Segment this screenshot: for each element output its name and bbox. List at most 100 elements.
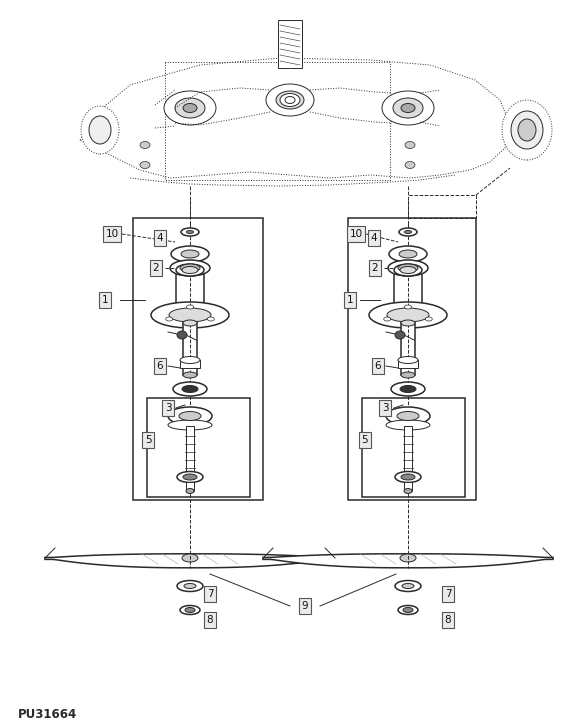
Text: 6: 6 <box>375 361 381 371</box>
Ellipse shape <box>393 98 423 118</box>
Ellipse shape <box>183 372 197 378</box>
Bar <box>176 270 204 315</box>
Ellipse shape <box>186 305 194 309</box>
Ellipse shape <box>502 100 552 160</box>
Bar <box>401 323 415 375</box>
Ellipse shape <box>405 142 415 148</box>
Ellipse shape <box>401 474 415 480</box>
Ellipse shape <box>382 91 434 125</box>
Ellipse shape <box>183 104 197 112</box>
Ellipse shape <box>170 260 210 276</box>
Ellipse shape <box>81 106 119 154</box>
Bar <box>404 426 412 477</box>
Ellipse shape <box>391 382 425 396</box>
Ellipse shape <box>169 308 211 322</box>
Ellipse shape <box>181 228 199 236</box>
Ellipse shape <box>177 331 187 339</box>
Ellipse shape <box>182 554 198 562</box>
Ellipse shape <box>384 317 391 321</box>
Bar <box>398 360 418 368</box>
Ellipse shape <box>173 382 207 396</box>
Text: 4: 4 <box>371 233 377 243</box>
Ellipse shape <box>181 250 199 258</box>
Text: 1: 1 <box>101 295 108 305</box>
Ellipse shape <box>182 266 198 274</box>
Ellipse shape <box>171 246 209 262</box>
Ellipse shape <box>389 246 427 262</box>
Ellipse shape <box>176 264 204 276</box>
Text: 5: 5 <box>362 435 368 445</box>
Bar <box>278 20 302 68</box>
Ellipse shape <box>399 250 417 258</box>
Ellipse shape <box>168 420 212 430</box>
Text: 9: 9 <box>302 601 308 611</box>
Ellipse shape <box>400 554 416 562</box>
Bar <box>186 482 194 491</box>
Text: 6: 6 <box>156 361 163 371</box>
Ellipse shape <box>511 111 543 149</box>
Text: 10: 10 <box>350 229 363 239</box>
Ellipse shape <box>179 412 201 420</box>
Ellipse shape <box>175 98 205 118</box>
Ellipse shape <box>398 606 418 614</box>
Ellipse shape <box>151 302 229 328</box>
Ellipse shape <box>388 260 428 276</box>
Text: 2: 2 <box>152 263 159 273</box>
Ellipse shape <box>183 474 197 480</box>
Ellipse shape <box>387 308 429 322</box>
Text: 4: 4 <box>156 233 163 243</box>
Ellipse shape <box>395 331 405 339</box>
Text: 3: 3 <box>382 403 388 413</box>
Ellipse shape <box>266 84 314 116</box>
Ellipse shape <box>405 305 411 309</box>
Ellipse shape <box>182 385 198 392</box>
Polygon shape <box>263 554 553 568</box>
Ellipse shape <box>177 472 203 482</box>
Ellipse shape <box>140 142 150 148</box>
Ellipse shape <box>398 356 418 364</box>
Ellipse shape <box>280 94 300 107</box>
Ellipse shape <box>284 96 296 104</box>
Ellipse shape <box>403 608 413 613</box>
Ellipse shape <box>186 488 194 493</box>
Bar <box>147 398 250 497</box>
Text: 7: 7 <box>445 589 452 599</box>
Ellipse shape <box>399 228 417 236</box>
Bar <box>180 360 200 368</box>
Ellipse shape <box>394 264 422 276</box>
Ellipse shape <box>405 161 415 168</box>
Ellipse shape <box>177 580 203 592</box>
Ellipse shape <box>369 302 447 328</box>
Bar <box>362 398 465 497</box>
Ellipse shape <box>395 472 421 482</box>
Ellipse shape <box>89 116 111 144</box>
Ellipse shape <box>168 407 212 425</box>
Ellipse shape <box>140 161 150 168</box>
Ellipse shape <box>185 608 195 613</box>
Text: 8: 8 <box>445 615 452 625</box>
Text: 2: 2 <box>372 263 378 273</box>
Ellipse shape <box>207 317 214 321</box>
Ellipse shape <box>183 320 197 326</box>
Ellipse shape <box>386 420 430 430</box>
Ellipse shape <box>166 317 172 321</box>
Text: 8: 8 <box>207 615 213 625</box>
Ellipse shape <box>405 230 411 233</box>
Bar <box>394 270 422 315</box>
Ellipse shape <box>398 264 418 272</box>
Ellipse shape <box>400 266 416 274</box>
Ellipse shape <box>402 583 414 588</box>
Text: 1: 1 <box>347 295 354 305</box>
Ellipse shape <box>276 91 304 109</box>
Ellipse shape <box>285 96 295 104</box>
Bar <box>133 218 263 500</box>
Ellipse shape <box>404 488 412 493</box>
Ellipse shape <box>425 317 432 321</box>
Bar <box>404 482 412 491</box>
Ellipse shape <box>180 264 200 272</box>
Text: 5: 5 <box>145 435 151 445</box>
Ellipse shape <box>518 119 536 141</box>
Bar <box>183 323 197 375</box>
Ellipse shape <box>395 580 421 592</box>
Ellipse shape <box>401 320 415 326</box>
